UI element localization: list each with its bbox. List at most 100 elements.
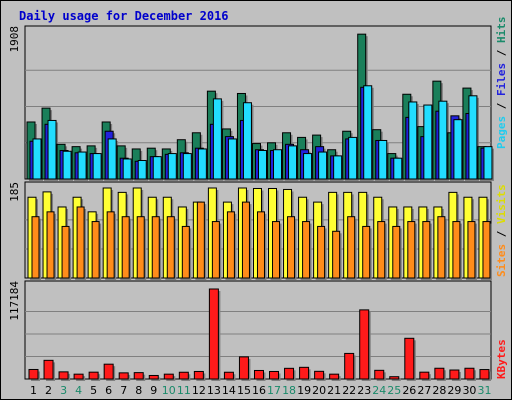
pages-bar-22 — [348, 136, 358, 180]
pages-bar-9 — [152, 156, 162, 180]
kbytes-bar-5 — [88, 371, 99, 380]
kbytes-bar-7 — [118, 372, 129, 380]
kbytes-bar-20 — [314, 370, 325, 380]
x-tick-label-5: 5 — [90, 384, 97, 397]
sites-bar-17 — [272, 221, 281, 279]
pages-bar-24 — [378, 139, 388, 180]
top-legend-part-0: Pages — [495, 116, 508, 149]
x-tick-label-3: 3 — [60, 384, 67, 397]
sites-bar-14 — [226, 211, 235, 279]
sites-bar-30 — [467, 221, 476, 279]
pages-bar-12 — [197, 148, 207, 180]
sites-bar-10 — [166, 216, 175, 279]
x-tick-label-20: 20 — [312, 384, 326, 397]
sites-bar-26 — [407, 221, 416, 279]
kbytes-bar-25 — [389, 376, 400, 380]
sites-bar-29 — [452, 221, 461, 279]
kbytes-bar-1 — [28, 368, 39, 380]
x-tick-label-10: 10 — [162, 384, 176, 397]
pages-bar-2 — [47, 119, 57, 180]
top-legend-part-1: / — [495, 96, 508, 116]
sites-bar-9 — [151, 216, 160, 279]
x-tick-label-16: 16 — [252, 384, 266, 397]
sites-bar-7 — [121, 216, 130, 279]
sites-bar-13 — [211, 221, 220, 279]
x-tick-label-19: 19 — [297, 384, 311, 397]
x-tick-label-17: 17 — [267, 384, 281, 397]
x-tick-label-7: 7 — [120, 384, 127, 397]
sites-bar-19 — [302, 221, 311, 279]
kbytes-bar-25-shadow — [391, 378, 401, 381]
pages-bar-1 — [32, 138, 42, 180]
sites-bar-12 — [196, 201, 205, 279]
pages-bar-21 — [333, 155, 343, 180]
kbytes-bar-31 — [479, 369, 490, 380]
sites-bar-23 — [362, 225, 371, 279]
chart-title: Daily usage for December 2016 — [19, 9, 229, 23]
top-legend: Pages / Files / Hits — [495, 17, 508, 150]
kbytes-bar-23 — [359, 309, 370, 380]
kbytes-bar-21 — [329, 373, 340, 380]
kbytes-bar-16 — [253, 369, 264, 380]
pages-bar-8 — [137, 160, 147, 180]
mid-legend-part-0: Sites — [495, 244, 508, 277]
kbytes-bar-11 — [178, 371, 189, 380]
kbytes-bar-28 — [434, 367, 445, 380]
sites-bar-2 — [46, 211, 55, 279]
x-tick-label-2: 2 — [45, 384, 52, 397]
pages-bar-14 — [227, 138, 237, 180]
kbytes-bar-2 — [43, 359, 54, 380]
x-tick-label-9: 9 — [150, 384, 157, 397]
pages-bar-3 — [62, 150, 72, 180]
kbytes-bar-8 — [133, 372, 144, 380]
sites-bar-22 — [347, 216, 356, 279]
pages-bar-28 — [438, 100, 448, 180]
kbytes-bar-30 — [464, 367, 475, 380]
kbytes-bar-17 — [269, 370, 280, 380]
pages-bar-29 — [453, 119, 463, 180]
x-tick-label-25: 25 — [387, 384, 401, 397]
mid-legend-part-2: Visits — [495, 184, 508, 224]
kbytes-bar-22 — [344, 352, 355, 380]
kbytes-bar-6 — [103, 363, 114, 380]
kbytes-bar-15 — [238, 356, 249, 380]
sites-bar-8 — [136, 216, 145, 279]
bottom-legend-part-0: KBytes — [495, 339, 508, 379]
pages-bar-20 — [318, 151, 328, 180]
pages-bar-17 — [273, 149, 283, 180]
kbytes-bar-19 — [299, 366, 310, 380]
sites-bar-5 — [91, 221, 100, 279]
x-tick-label-30: 30 — [462, 384, 476, 397]
kbytes-bar-18 — [284, 367, 295, 380]
x-tick-label-15: 15 — [237, 384, 251, 397]
sites-bar-28 — [437, 216, 446, 279]
x-tick-label-23: 23 — [357, 384, 371, 397]
x-tick-label-26: 26 — [402, 384, 416, 397]
pages-bar-6 — [107, 138, 117, 180]
kbytes-bar-10 — [163, 373, 174, 380]
pages-bar-30 — [468, 95, 478, 180]
sites-bar-16 — [256, 211, 265, 279]
x-tick-label-14: 14 — [222, 384, 236, 397]
kbytes-bar-24 — [374, 369, 385, 380]
sites-bar-6 — [106, 211, 115, 279]
top-legend-part-4: Hits — [495, 17, 508, 44]
pages-bar-26 — [408, 101, 418, 180]
sites-bar-1 — [31, 216, 40, 279]
sites-bar-27 — [422, 221, 431, 279]
x-tick-label-13: 13 — [207, 384, 221, 397]
mid-legend-part-1: / — [495, 224, 508, 244]
x-tick-label-28: 28 — [432, 384, 446, 397]
pages-bar-4 — [77, 151, 87, 180]
y-max-label-middle: 185 — [8, 182, 21, 202]
kbytes-bar-9 — [148, 374, 159, 380]
x-tick-label-8: 8 — [135, 384, 142, 397]
x-tick-label-18: 18 — [282, 384, 296, 397]
pages-bar-31 — [483, 146, 493, 180]
panel-3-frame — [24, 280, 492, 380]
pages-bar-25 — [393, 157, 403, 180]
x-tick-label-22: 22 — [342, 384, 356, 397]
pages-bar-13 — [212, 98, 222, 180]
top-legend-part-2: Files — [495, 63, 508, 96]
sites-bar-3 — [61, 225, 70, 279]
